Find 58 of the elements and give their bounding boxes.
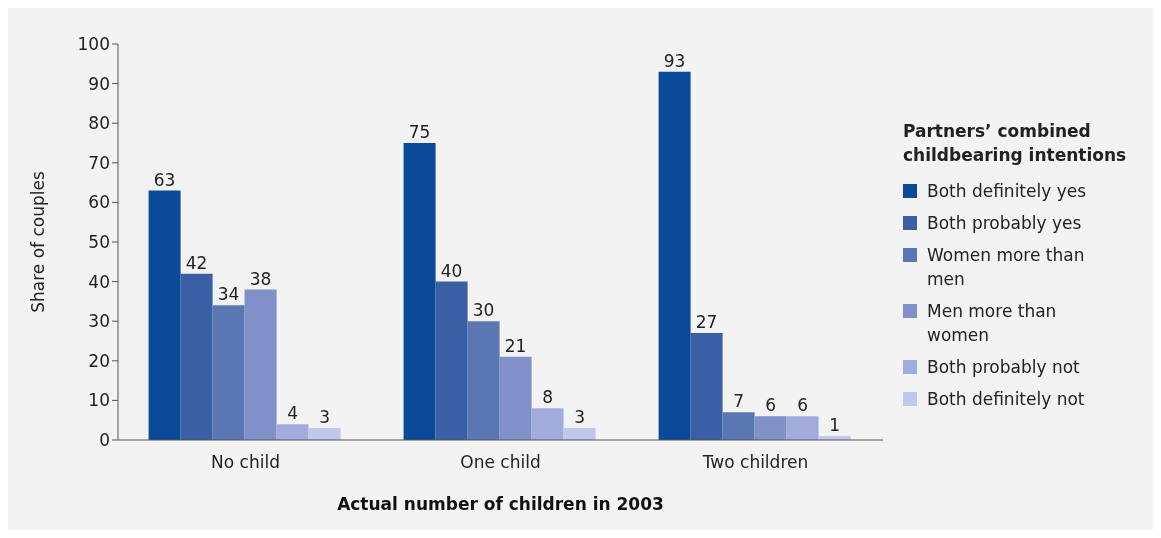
legend-label: Both definitely yes xyxy=(927,180,1088,203)
bar xyxy=(212,305,245,440)
y-tick-label: 70 xyxy=(88,152,110,173)
bar xyxy=(563,428,596,440)
data-label: 38 xyxy=(249,268,272,289)
data-label: 63 xyxy=(153,169,176,190)
data-label: 40 xyxy=(440,260,463,281)
bar xyxy=(435,281,468,440)
legend-label: Both probably yes xyxy=(927,212,1083,235)
bar xyxy=(658,71,691,440)
legend-label: Women more than men xyxy=(927,244,1086,291)
bar xyxy=(499,356,532,440)
data-label: 4 xyxy=(287,403,299,424)
x-tick-label: Two children xyxy=(701,452,809,473)
bar xyxy=(180,273,213,440)
bar xyxy=(244,289,277,440)
y-tick-label: 20 xyxy=(88,350,110,371)
y-tick-label: 60 xyxy=(88,192,110,213)
data-label: 93 xyxy=(663,50,686,71)
data-label: 30 xyxy=(472,300,495,321)
data-label: 6 xyxy=(765,395,777,416)
x-axis-title: Actual number of children in 2003 xyxy=(337,494,664,514)
bar xyxy=(148,190,181,440)
bar xyxy=(690,333,723,440)
y-tick-label: 80 xyxy=(88,113,110,134)
bar xyxy=(308,428,341,440)
y-tick-label: 10 xyxy=(88,390,110,411)
data-label: 8 xyxy=(542,387,554,408)
data-label: 21 xyxy=(504,335,527,356)
y-tick-label: 30 xyxy=(88,311,110,332)
legend-title: Partners’ combined childbearing intentions xyxy=(903,120,1128,167)
data-label: 75 xyxy=(408,122,431,142)
data-label: 34 xyxy=(217,284,240,305)
x-tick-label: No child xyxy=(211,452,280,473)
bar xyxy=(722,412,755,440)
bar xyxy=(276,424,309,440)
y-tick-label: 0 xyxy=(99,430,110,451)
y-tick-label: 50 xyxy=(88,232,110,253)
y-tick-label: 40 xyxy=(88,271,110,292)
y-tick-label: 90 xyxy=(88,73,110,94)
data-label: 27 xyxy=(695,312,718,333)
data-label: 3 xyxy=(319,407,331,428)
y-axis-title: Share of couples xyxy=(28,171,49,313)
bar xyxy=(403,143,436,440)
bar xyxy=(531,408,564,440)
x-tick-label: One child xyxy=(460,452,541,473)
data-label: 42 xyxy=(185,252,208,273)
bar xyxy=(786,416,819,440)
y-tick-label: 100 xyxy=(77,34,110,55)
bar xyxy=(754,416,787,440)
bar xyxy=(467,321,500,440)
data-label: 6 xyxy=(797,395,809,416)
data-label: 7 xyxy=(733,391,745,412)
legend-label: Both definitely not xyxy=(927,388,1086,411)
data-label: 3 xyxy=(574,407,586,428)
legend-label: Both probably not xyxy=(927,356,1081,379)
legend-label: Men more than women xyxy=(927,300,1058,347)
data-label: 1 xyxy=(829,415,841,436)
